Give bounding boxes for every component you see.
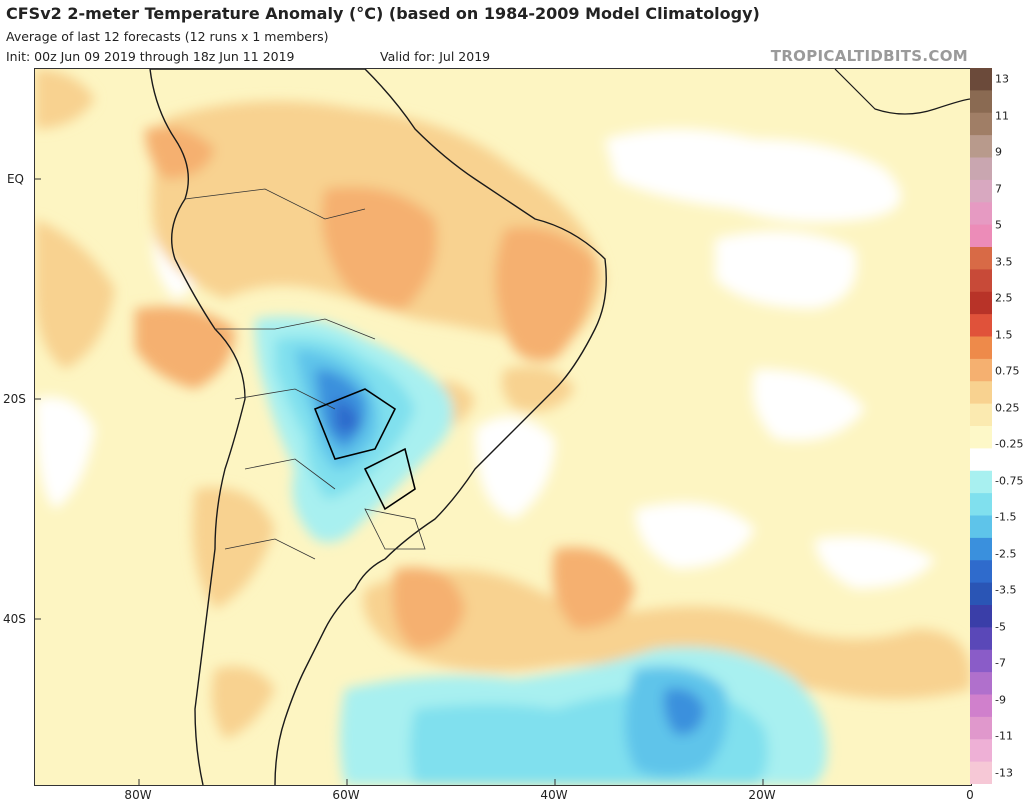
map-canvas [35, 69, 971, 785]
color-scale-swatch [970, 470, 992, 494]
color-scale-swatch [970, 358, 992, 382]
color-scale-label: -11 [995, 729, 1013, 743]
color-scale-label: 13 [995, 72, 1009, 86]
color-scale-label: -9 [995, 693, 1006, 707]
lat-label-40s: 40S [3, 612, 26, 626]
color-scale-label: 7 [995, 182, 1002, 196]
map-subtitle: Average of last 12 forecasts (12 runs x … [6, 29, 329, 44]
color-scale-swatch [970, 112, 992, 136]
color-scale-swatch [970, 224, 992, 248]
lon-label-60w: 60W [332, 788, 360, 802]
init-time: Init: 00z Jun 09 2019 through 18z Jun 11… [6, 49, 295, 64]
color-scale-swatch [970, 291, 992, 315]
color-scale-label: -1.5 [995, 510, 1017, 524]
color-scale-label: 5 [995, 218, 1002, 232]
color-scale-swatch [970, 202, 992, 226]
africa-coast [834, 69, 971, 115]
color-scale-bar [970, 68, 992, 784]
anomaly-field [35, 69, 971, 785]
color-scale-label: 0.25 [995, 401, 1020, 415]
color-scale-label: -3.5 [995, 583, 1017, 597]
color-scale-swatch [970, 716, 992, 740]
color-scale-swatch [970, 247, 992, 270]
color-scale-swatch [970, 739, 992, 763]
color-scale-label: 1.5 [995, 328, 1013, 342]
color-scale-label: -7 [995, 656, 1006, 670]
color-scale-swatch [970, 403, 992, 427]
color-scale-label: 11 [995, 109, 1009, 123]
color-scale-label: -2.5 [995, 547, 1017, 561]
color-scale-swatch [970, 314, 992, 337]
color-scale-swatch [970, 381, 992, 405]
borders [184, 188, 426, 560]
color-scale-label: 3.5 [995, 255, 1013, 269]
color-scale-swatch [970, 761, 992, 784]
color-scale-label: -0.75 [995, 474, 1024, 488]
color-scale-label: -5 [995, 620, 1006, 634]
color-scale-label: -13 [995, 766, 1013, 780]
color-scale-label: 0.75 [995, 364, 1020, 378]
color-scale-swatch [970, 537, 992, 561]
lon-label-40w: 40W [540, 788, 568, 802]
valid-time: Valid for: Jul 2019 [380, 49, 491, 64]
color-scale-swatch [970, 157, 992, 181]
lat-label-eq: EQ [6, 172, 24, 186]
axis-ticks [35, 178, 764, 785]
color-scale-swatch [970, 493, 992, 516]
lon-label-80w: 80W [124, 788, 152, 802]
color-scale-swatch [970, 179, 992, 203]
color-scale-swatch [970, 426, 992, 449]
lon-label-0: 0 [966, 788, 974, 802]
color-scale-label: 2.5 [995, 291, 1013, 305]
lat-label-20s: 20S [3, 392, 26, 406]
map-title: CFSv2 2-meter Temperature Anomaly (°C) (… [6, 4, 760, 23]
color-scale-label: 9 [995, 145, 1002, 159]
color-scale-swatch [970, 560, 992, 584]
coastlines [149, 69, 607, 785]
color-scale-swatch [970, 269, 992, 293]
color-scale-swatch [970, 515, 992, 539]
color-scale-swatch [970, 649, 992, 673]
anomaly-map [34, 68, 972, 786]
color-scale-label: -0.25 [995, 437, 1024, 451]
color-scale-swatch [970, 135, 992, 158]
color-scale-swatch [970, 68, 992, 91]
lon-label-20w: 20W [748, 788, 776, 802]
color-scale-swatch [970, 627, 992, 651]
color-scale-swatch [970, 694, 992, 718]
color-scale-swatch [970, 605, 992, 628]
source-watermark: TROPICALTIDBITS.COM [770, 47, 968, 65]
color-scale-swatch [970, 336, 992, 360]
color-scale-swatch [970, 672, 992, 695]
color-scale-swatch [970, 582, 992, 606]
color-scale-swatch [970, 448, 992, 472]
color-scale-swatch [970, 90, 992, 114]
